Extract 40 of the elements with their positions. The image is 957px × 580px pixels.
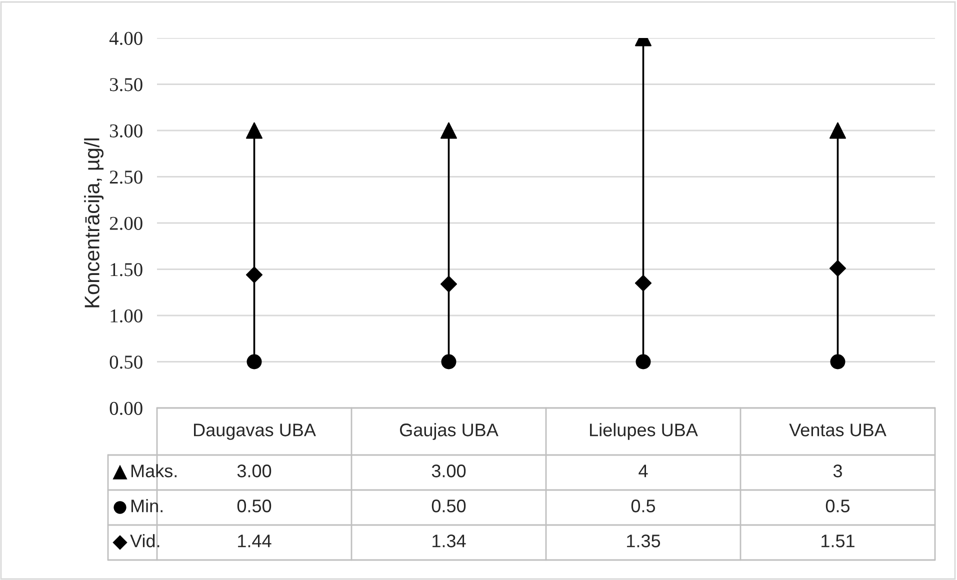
y-tick-label: 1.50 [110, 263, 142, 276]
point [830, 122, 846, 139]
data-label: 0.50 [432, 500, 466, 512]
data-label: 0.5 [826, 500, 850, 512]
point [634, 274, 652, 292]
legend-label: Min. [131, 499, 162, 512]
point [246, 354, 262, 370]
y-tick-label: 4.00 [109, 32, 142, 46]
y-tick-label: 0.50 [110, 356, 142, 369]
point [440, 276, 458, 292]
x-tick-label: Lielupes UBA [590, 423, 698, 440]
data-label: 1.34 [432, 534, 466, 548]
x-tick-label: Gaujas UBA [400, 423, 498, 440]
point [830, 354, 846, 370]
legend-label: Vid. [130, 534, 160, 548]
data-label: 1.44 [238, 534, 272, 548]
data-label: 1.35 [627, 534, 660, 548]
y-tick-label: 2.50 [110, 170, 142, 184]
y-tick-label: 3.50 [110, 78, 142, 92]
point [246, 266, 263, 284]
legend-label: Maks. [131, 464, 177, 478]
data-label: 0.5 [631, 500, 656, 512]
point [441, 354, 456, 370]
point [829, 260, 846, 277]
x-tick-label: Daugavas UBA [194, 424, 316, 440]
point [440, 122, 457, 139]
y-tick-label: 0.00 [110, 402, 142, 416]
data-label: 3 [833, 464, 842, 478]
point [636, 354, 651, 370]
y-tick-label: 2.00 [110, 216, 142, 230]
data-label: 3.00 [432, 464, 466, 478]
y-tick-label: 3.00 [110, 124, 142, 138]
data-label: 4 [638, 464, 648, 478]
data-label: 1.51 [822, 534, 854, 548]
point [246, 122, 262, 139]
y-tick-label: 1.00 [110, 309, 142, 323]
x-tick-label: Ventas UBA [789, 424, 886, 436]
data-label: 0.50 [237, 500, 272, 512]
y-axis-title: Koncentrācija, µg/l [84, 138, 104, 308]
data-label: 3.00 [237, 464, 272, 478]
